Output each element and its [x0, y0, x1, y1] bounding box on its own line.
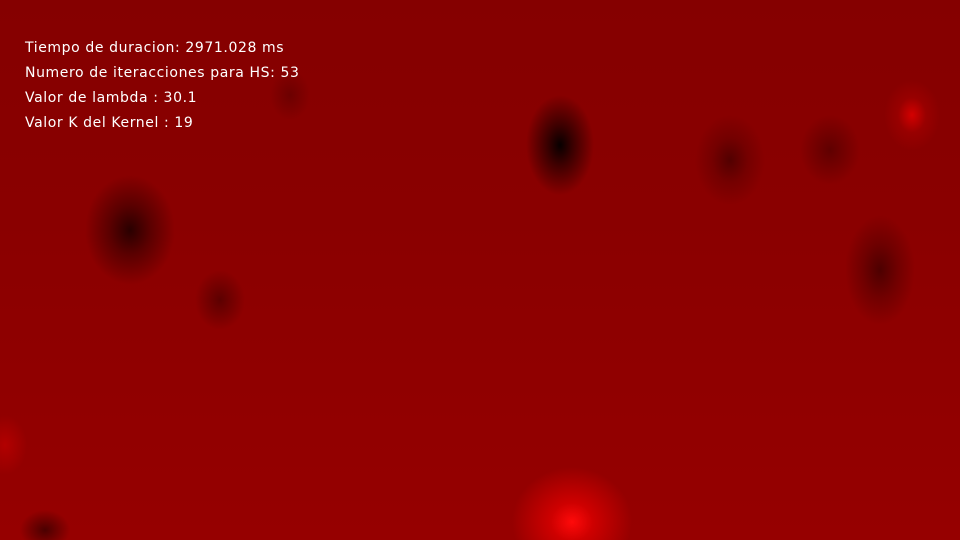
lambda-text: Valor de lambda : 30.1	[25, 90, 198, 106]
duration-text: Tiempo de duracion: 2971.028 ms	[25, 40, 285, 56]
kernel-text: Valor K del Kernel : 19	[25, 115, 194, 131]
stats-overlay: Tiempo de duracion: 2971.028 ms Numero d…	[25, 36, 299, 136]
iterations-text: Numero de iteracciones para HS: 53	[25, 65, 300, 81]
